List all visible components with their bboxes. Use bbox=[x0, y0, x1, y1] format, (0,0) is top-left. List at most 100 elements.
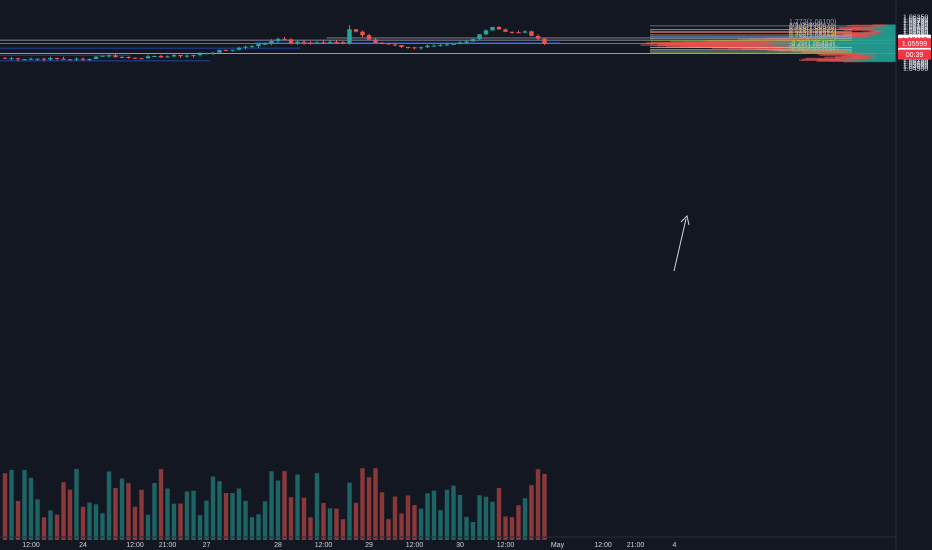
volume-bar bbox=[451, 485, 456, 540]
volume-bar bbox=[503, 516, 508, 540]
volume-bar bbox=[509, 517, 515, 540]
profile-row-sell bbox=[830, 59, 866, 62]
profile-row-buy bbox=[782, 47, 896, 49]
profile-row-buy bbox=[861, 50, 896, 53]
candle-body bbox=[41, 58, 47, 60]
candle-body bbox=[230, 49, 235, 51]
candle-body bbox=[373, 39, 378, 43]
profile-row-buy bbox=[880, 24, 896, 27]
volume-bar bbox=[392, 496, 398, 540]
time-tick-label: 12:00 bbox=[497, 542, 515, 549]
volume-bar bbox=[282, 471, 287, 540]
volume-bar bbox=[61, 482, 66, 540]
profile-row-buy bbox=[816, 37, 896, 39]
volume-bar bbox=[275, 480, 281, 540]
time-tick-label: 12:00 bbox=[315, 542, 333, 549]
profile-row-buy bbox=[887, 24, 896, 26]
candle-body bbox=[438, 44, 443, 46]
candle-body bbox=[529, 31, 534, 36]
volume-bar bbox=[67, 489, 73, 540]
volume-bar bbox=[379, 492, 385, 540]
profile-row-buy bbox=[800, 39, 896, 42]
volume-bar bbox=[15, 500, 21, 540]
volume-bar bbox=[9, 469, 14, 540]
projection-arrow bbox=[673, 218, 687, 272]
candle-body bbox=[249, 46, 255, 48]
candle-body bbox=[457, 42, 463, 44]
volume-bar bbox=[308, 517, 313, 540]
profile-row-buy bbox=[798, 48, 896, 50]
volume-bar bbox=[191, 490, 196, 540]
profile-row-buy bbox=[843, 51, 896, 54]
volume-bar bbox=[334, 508, 339, 540]
profile-row-sell bbox=[819, 54, 857, 56]
profile-row-buy bbox=[883, 25, 896, 28]
profile-row-buy bbox=[807, 39, 896, 41]
arrow-head bbox=[680, 215, 690, 226]
volume-bar bbox=[100, 513, 105, 540]
candle-body bbox=[314, 42, 320, 44]
candle-body bbox=[392, 44, 398, 46]
candle-body bbox=[80, 58, 86, 60]
volume-bar bbox=[301, 497, 307, 540]
candle-body bbox=[54, 57, 60, 59]
volume-bar bbox=[366, 477, 372, 540]
candle-body bbox=[2, 57, 8, 59]
profile-row-buy bbox=[760, 43, 896, 45]
price-tick-label: 1.05000 bbox=[903, 62, 928, 69]
volume-bar bbox=[496, 487, 502, 540]
profile-row-buy bbox=[791, 41, 896, 44]
profile-row-buy bbox=[820, 50, 896, 52]
time-tick-label: May bbox=[551, 542, 565, 549]
countdown-text: 00:39 bbox=[906, 52, 924, 59]
candle-body bbox=[15, 58, 21, 60]
time-tick-label: 28 bbox=[274, 542, 282, 549]
candle-body bbox=[483, 30, 489, 35]
profile-row-sell bbox=[852, 26, 870, 28]
time-tick-label: 24 bbox=[79, 542, 87, 549]
price-tick-label: 1.06100 bbox=[903, 23, 928, 30]
volume-bar bbox=[139, 489, 144, 540]
time-tick-label: 30 bbox=[456, 542, 464, 549]
candle-body bbox=[165, 56, 170, 58]
candle-body bbox=[262, 43, 268, 45]
profile-row-buy bbox=[872, 25, 896, 27]
volume-bar bbox=[230, 493, 235, 540]
candle-body bbox=[353, 29, 359, 32]
profile-row-buy bbox=[805, 47, 896, 50]
candle-body bbox=[197, 53, 203, 56]
candle-body bbox=[74, 58, 79, 60]
candle-body bbox=[360, 31, 365, 36]
volume-bar bbox=[386, 519, 391, 540]
profile-row-buy bbox=[865, 56, 896, 59]
profile-row-buy bbox=[865, 35, 896, 38]
volume-bar bbox=[522, 498, 528, 540]
volume-bar bbox=[444, 489, 450, 540]
volume-bar bbox=[490, 501, 495, 540]
profile-row-buy bbox=[861, 36, 896, 38]
candle-body bbox=[327, 41, 333, 43]
fib-label: -0.42(1.05432) bbox=[789, 42, 835, 49]
time-tick-label: 27 bbox=[203, 542, 211, 549]
candle-body bbox=[223, 49, 229, 51]
profile-row-sell bbox=[873, 25, 884, 28]
volume-bar bbox=[262, 501, 268, 540]
candle-body bbox=[217, 49, 222, 53]
volume-bar bbox=[373, 468, 378, 540]
volume-bar bbox=[418, 508, 424, 540]
volume-bar bbox=[217, 481, 222, 540]
profile-row-buy bbox=[860, 27, 896, 29]
candle-body bbox=[379, 42, 385, 44]
profile-row-buy bbox=[817, 38, 896, 40]
profile-row-buy bbox=[875, 58, 896, 60]
candle-body bbox=[28, 58, 34, 60]
drawing-arrows bbox=[673, 215, 690, 272]
fibonacci-levels[interactable]: 1.272(1.06100)1(1.05993)0.886(1.05948)0.… bbox=[650, 19, 852, 53]
candle-body bbox=[295, 41, 300, 44]
time-axis[interactable]: 12:00 24 12:00 21:00 27 28 12:00 29 12:00 30 12:00… bbox=[0, 536, 896, 549]
volume-bar bbox=[256, 514, 261, 540]
time-tick-label: 21:00 bbox=[159, 542, 177, 549]
candle-body bbox=[340, 42, 346, 44]
volume-bar bbox=[399, 513, 404, 540]
